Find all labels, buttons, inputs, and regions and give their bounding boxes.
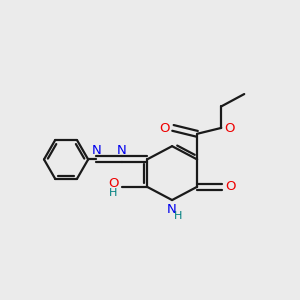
Text: O: O	[160, 122, 170, 135]
Text: O: O	[224, 122, 235, 135]
Text: O: O	[226, 180, 236, 193]
Text: O: O	[109, 177, 119, 190]
Text: H: H	[109, 188, 117, 198]
Text: N: N	[167, 203, 177, 216]
Text: H: H	[174, 211, 183, 221]
Text: N: N	[117, 144, 127, 157]
Text: N: N	[92, 144, 101, 157]
